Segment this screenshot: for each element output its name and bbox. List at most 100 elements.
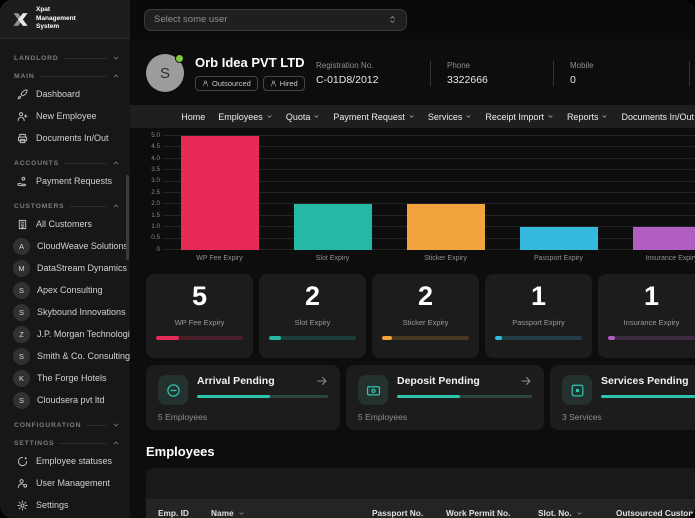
section-divider	[63, 162, 107, 164]
stat-progress-track	[495, 336, 582, 341]
sidebar-item-label: Dashboard	[36, 89, 81, 99]
sidebar-item-smith-co-consulting[interactable]: S Smith & Co. Consulting	[0, 345, 130, 367]
sidebar-item-label: Employee statuses	[36, 456, 113, 466]
bar-group-slot-expiry	[276, 136, 389, 250]
sidebar-item-label: Documents In/Out	[36, 133, 109, 143]
sidebar: Xpat Management System LANDLORD MAIN Dashb…	[0, 0, 130, 518]
stat-card-insurance-expiry: 1 Insurance Expiry	[598, 274, 695, 358]
bar-wp-fee-expiry[interactable]	[180, 136, 259, 250]
sidebar-item-j-p-morgan-technologies[interactable]: Z J.P. Morgan Technologies	[0, 323, 130, 345]
customer-avatar: S	[13, 347, 30, 365]
stat-card-sticker-expiry: 2 Sticker Expiry	[372, 274, 479, 358]
sidebar-item-label: All Customers	[36, 219, 93, 229]
chevron-down-icon	[547, 113, 554, 120]
sidebar-section-customers[interactable]: CUSTOMERS	[14, 202, 120, 210]
app-logo[interactable]: Xpat Management System	[0, 0, 130, 39]
sidebar-item-label: Smith & Co. Consulting	[37, 351, 130, 361]
tab-reports[interactable]: Reports	[567, 112, 609, 122]
tab-label: Quota	[285, 111, 311, 122]
sidebar-item-label: Skybound Innovations	[37, 307, 126, 317]
sidebar-item-the-forge-hotels[interactable]: K The Forge Hotels	[0, 367, 130, 389]
tab-documents-in-out[interactable]: Documents In/Out	[621, 112, 694, 122]
company-badges: Outsourced Hired	[195, 76, 305, 91]
column-header-passport-no: Passport No.	[372, 508, 446, 518]
bar-sticker-expiry[interactable]	[406, 204, 485, 250]
stat-value: 1	[643, 281, 660, 311]
stat-progress-fill	[495, 336, 502, 341]
sidebar-item-payment-requests[interactable]: Payment Requests	[0, 170, 130, 192]
sidebar-section-landlord[interactable]: LANDLORD	[14, 54, 120, 62]
sidebar-scrollbar[interactable]	[126, 175, 129, 260]
sidebar-section-label: LANDLORD	[14, 54, 59, 62]
user-select[interactable]: Select some user	[144, 8, 407, 31]
tab-receipt-import[interactable]: Receipt Import	[485, 112, 554, 122]
sidebar-item-cloudweave-solutions[interactable]: A CloudWeave Solutions	[0, 235, 130, 257]
employees-table-toolbar	[146, 468, 695, 499]
column-header-emp-id: Emp. ID	[158, 508, 211, 518]
sidebar-item-skybound-innovations[interactable]: S Skybound Innovations	[0, 301, 130, 323]
column-header-work-permit-no: Work Permit No.	[446, 508, 538, 518]
bar-slot-expiry[interactable]	[293, 204, 372, 250]
tab-services[interactable]: Services	[428, 112, 473, 122]
chevron-down-icon	[112, 421, 120, 429]
sidebar-item-employee-statuses[interactable]: Employee statuses	[0, 450, 130, 472]
expiry-bar-chart: 0 0.5 1.0 1.5 2.0 2.5 3.0 3.5 4.0 4.5 5.0 WP Fee E…	[146, 132, 695, 268]
bar-insurance-expiry[interactable]	[632, 227, 695, 250]
sidebar-item-documents-in-out[interactable]: Documents In/Out	[0, 127, 130, 149]
chart-y-axis: 0 0.5 1.0 1.5 2.0 2.5 3.0 3.5 4.0 4.5 5.0	[146, 132, 163, 253]
sidebar-section-settings[interactable]: SETTINGS	[14, 439, 120, 447]
sidebar-item-label: Cloudsera pvt ltd	[37, 395, 105, 405]
outsourced-badge: Outsourced	[195, 76, 258, 91]
tab-payment-request[interactable]: Payment Request	[333, 112, 415, 122]
chevron-down-icon	[601, 113, 608, 120]
bar-passport-expiry[interactable]	[519, 227, 598, 250]
column-header-name[interactable]: Name	[211, 508, 372, 518]
customer-avatar: S	[13, 391, 30, 409]
sidebar-section-accounts[interactable]: ACCOUNTS	[14, 159, 120, 167]
mobile-info: Mobile 0	[553, 60, 689, 86]
stat-value: 2	[417, 281, 434, 311]
chart-x-label: WP Fee Expiry	[196, 255, 243, 262]
chart-y-tick: 1.5	[151, 211, 160, 219]
arrow-right-icon[interactable]	[520, 375, 532, 387]
chart-y-tick: 2.0	[151, 200, 160, 208]
hired-badge: Hired	[262, 76, 305, 91]
user-gear-icon	[15, 476, 29, 490]
chart-y-tick: 4.0	[151, 154, 160, 162]
pending-card-deposit-pending[interactable]: Deposit Pending 5 Employees	[346, 365, 544, 430]
chevron-down-icon	[266, 113, 273, 120]
column-header-slot-no[interactable]: Slot. No.	[538, 508, 616, 518]
tab-employees[interactable]: Employees	[218, 112, 273, 122]
sidebar-item-new-employee[interactable]: New Employee	[0, 105, 130, 127]
sidebar-item-all-customers[interactable]: All Customers	[0, 213, 130, 235]
stat-progress-fill	[382, 336, 393, 341]
user-select-value: Select some user	[154, 14, 228, 25]
building-icon	[15, 217, 29, 231]
section-divider	[59, 442, 107, 444]
sidebar-item-apex-consulting[interactable]: S Apex Consulting	[0, 279, 130, 301]
tab-quota[interactable]: Quota	[286, 112, 321, 122]
email-info: Email info	[689, 60, 695, 86]
topbar: Select some user	[130, 0, 695, 39]
online-status-dot	[175, 54, 184, 63]
tab-label: Employees	[218, 111, 263, 122]
pending-card-arrival-pending[interactable]: Arrival Pending 5 Employees	[146, 365, 340, 430]
chevron-down-icon	[313, 113, 320, 120]
pending-card-top: Services Pending	[562, 375, 695, 405]
person-plus-icon	[15, 109, 29, 123]
sidebar-item-cloudsera-pvt-ltd[interactable]: S Cloudsera pvt ltd	[0, 389, 130, 411]
sidebar-section-configuration[interactable]: CONFIGURATION	[14, 421, 120, 429]
column-label: Passport No.	[372, 508, 424, 518]
sidebar-item-user-management[interactable]: User Management	[0, 472, 130, 494]
sidebar-item-dashboard[interactable]: Dashboard	[0, 83, 130, 105]
stat-value: 5	[191, 281, 208, 311]
tab-label: Services	[427, 111, 463, 122]
sidebar-item-label: New Employee	[36, 111, 97, 121]
pending-card-services-pending[interactable]: Services Pending 3 Services	[550, 365, 695, 430]
sidebar-item-settings[interactable]: Settings	[0, 494, 130, 516]
sidebar-item-datastream-dynamics[interactable]: M DataStream Dynamics	[0, 257, 130, 279]
pending-card-body: Deposit Pending	[397, 375, 532, 405]
sidebar-section-main[interactable]: MAIN	[14, 72, 120, 80]
arrow-right-icon[interactable]	[316, 375, 328, 387]
tab-home[interactable]: Home	[181, 112, 205, 122]
